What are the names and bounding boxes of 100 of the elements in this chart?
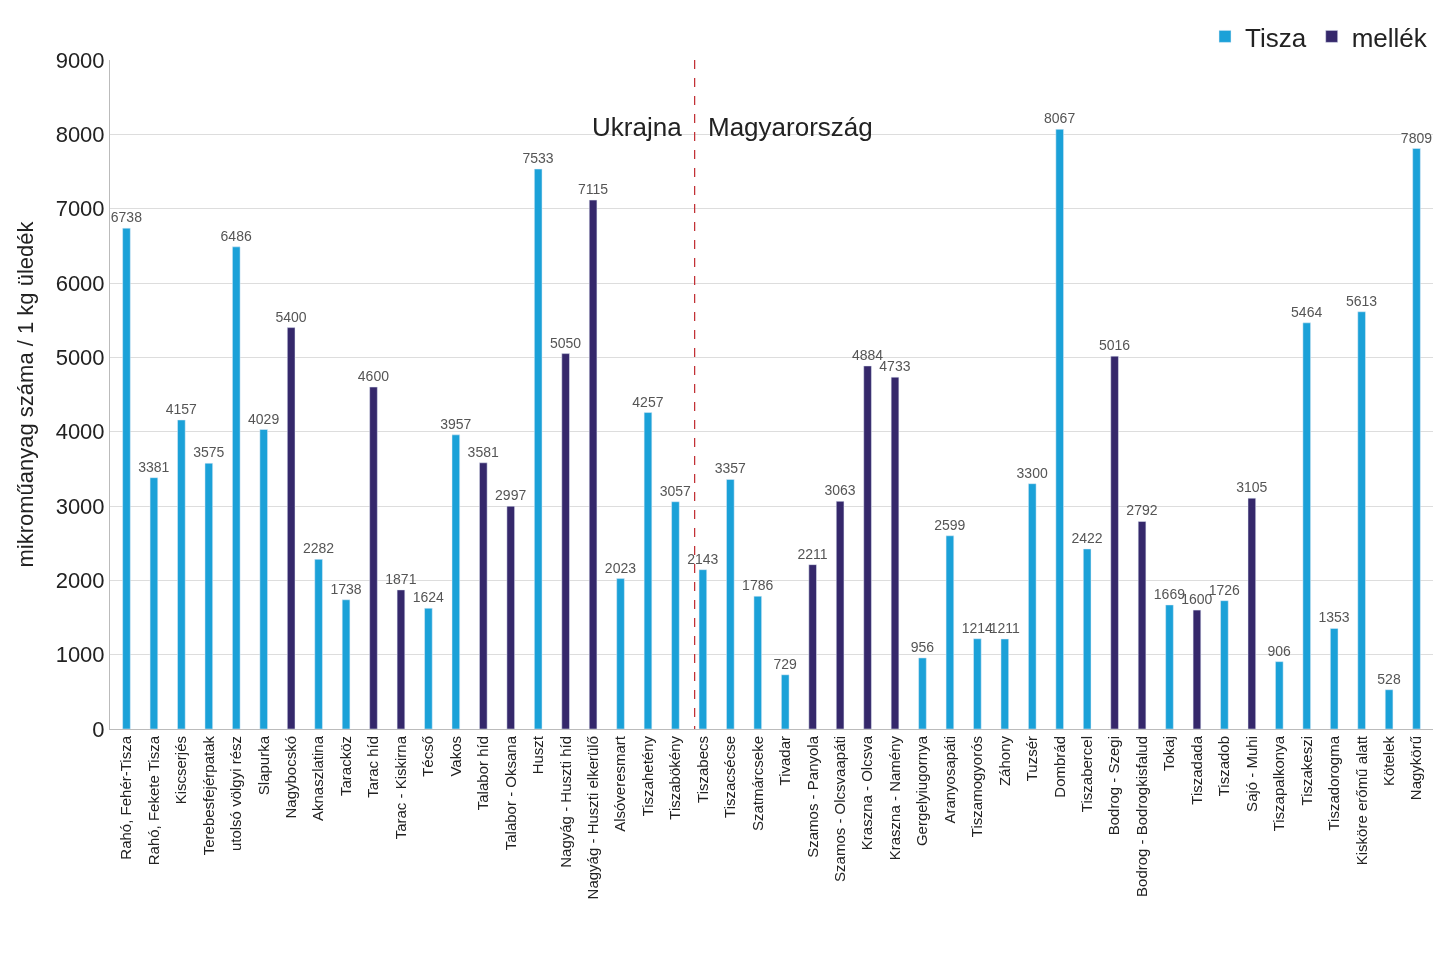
x-tick-label: Rahó, Fehér-Tisza: [117, 735, 135, 860]
data-label: 5400: [275, 308, 307, 325]
legend-label: mellék: [1351, 22, 1428, 53]
x-tick-label: Tiszahetény: [638, 735, 656, 817]
x-tick-label: Kisköre erőmű alatt: [1352, 735, 1370, 866]
data-label: 1353: [1318, 609, 1350, 626]
bar: [122, 227, 131, 729]
bar: [588, 199, 598, 729]
x-tick-label: Kraszna - Namény: [885, 735, 903, 861]
data-label: 1214: [961, 619, 994, 636]
bar: [1192, 609, 1202, 729]
data-label: 2023: [604, 559, 637, 576]
x-tick-label: Aknaszlatina: [309, 735, 327, 822]
bar: [1330, 628, 1339, 729]
data-label: 5016: [1098, 337, 1131, 354]
x-tick-label: Aranyosapáti: [940, 736, 958, 824]
y-tick-label: 3000: [55, 493, 105, 519]
x-tick-label: Szatmárcseke: [748, 736, 766, 832]
x-tick-label: Gergelyiugornya: [913, 735, 931, 847]
data-label: 4157: [165, 401, 198, 417]
x-tick-label: Tuzsér: [1023, 736, 1041, 782]
x-tick-label: Kötelek: [1379, 735, 1397, 787]
bar: [1028, 483, 1037, 729]
bar: [973, 638, 982, 729]
data-label: 3575: [193, 444, 225, 461]
x-tick-label: Dombrád: [1050, 736, 1068, 798]
y-tick-label: 4000: [55, 419, 105, 445]
data-label: 7115: [577, 181, 609, 198]
bar: [616, 578, 625, 729]
bar: [479, 462, 488, 729]
bar: [890, 376, 900, 729]
data-label: 3357: [714, 460, 747, 477]
data-label: 3105: [1236, 479, 1268, 496]
bar: [287, 327, 296, 729]
bar: [506, 505, 515, 729]
x-tick-label: Tiszadob: [1215, 736, 1233, 797]
x-tick-label: Bodrog - Bodrogkisfalud: [1132, 736, 1150, 897]
data-label: 1624: [412, 589, 445, 606]
data-label: 2282: [302, 540, 335, 557]
data-label: 3581: [467, 443, 499, 460]
bar: [149, 477, 159, 729]
data-label: 3063: [824, 482, 856, 499]
bar: [863, 365, 872, 729]
bar: [396, 589, 406, 729]
x-tick-label: Sajó - Muhi: [1242, 736, 1260, 812]
bar: [726, 479, 735, 729]
bar: [808, 564, 817, 729]
bar: [1083, 548, 1092, 729]
x-tick-label: Záhony: [995, 735, 1013, 787]
data-label: 5050: [549, 334, 582, 351]
data-label: 3057: [659, 482, 692, 499]
x-tick-label: Huszt: [529, 735, 547, 775]
x-tick-label: Tivadar: [776, 736, 794, 786]
data-label: 2997: [495, 487, 527, 504]
data-label: 4257: [632, 393, 664, 410]
x-tick-label: Alsóveresmart: [611, 735, 629, 832]
bar: [781, 674, 790, 729]
data-label: 1738: [330, 580, 362, 597]
data-label: 2422: [1071, 529, 1103, 546]
bar: [1384, 689, 1394, 729]
bar: [204, 463, 213, 729]
y-tick-label: 2000: [55, 568, 105, 594]
bar: [1165, 604, 1174, 729]
x-tick-label: Szamos - Olcsvaapáti: [830, 736, 848, 882]
data-label: 1871: [385, 570, 417, 587]
bar: [177, 419, 186, 729]
bar: [1302, 322, 1311, 729]
data-label: 3381: [138, 458, 170, 475]
bar: [259, 429, 268, 729]
y-tick-label: 8000: [55, 122, 105, 148]
data-label: 3300: [1016, 464, 1048, 481]
bar: [1412, 148, 1421, 729]
bar: [534, 168, 543, 729]
annotation: Ukrajna: [592, 112, 683, 142]
x-tick-label: utolsó völgyi rész: [227, 736, 245, 852]
x-tick-label: Tiszabercel: [1078, 736, 1096, 813]
x-tick-label: Técső: [419, 736, 437, 777]
data-label: 6486: [220, 227, 252, 244]
data-label: 2211: [797, 545, 828, 562]
data-label: 5464: [1291, 303, 1323, 320]
x-tick-label: Terebesfejérpatak: [199, 735, 217, 856]
bar: [671, 501, 680, 729]
bar: [1137, 521, 1147, 729]
y-tick-label: 7000: [55, 196, 105, 222]
x-tick-label: Tiszamogyorós: [968, 736, 986, 838]
x-tick-label: Tiszacsécse: [721, 736, 739, 818]
bar: [369, 386, 378, 729]
data-label: 1786: [742, 577, 774, 594]
y-tick-label: 6000: [55, 270, 105, 296]
x-tick-label: Nagyág - Huszti elkerülő: [583, 736, 601, 900]
bar: [451, 434, 460, 729]
x-tick-label: Kraszna - Olcsva: [858, 735, 876, 851]
x-tick-label: Nagykörű: [1407, 736, 1425, 801]
x-tick-label: Bodrog - Szegi: [1105, 736, 1123, 836]
x-tick-label: Szamos - Panyola: [803, 735, 821, 858]
data-label: 8067: [1044, 110, 1076, 127]
data-label: 7809: [1400, 129, 1433, 146]
data-label: 729: [773, 655, 798, 672]
data-label: 2792: [1126, 502, 1158, 519]
bar: [1357, 311, 1366, 729]
